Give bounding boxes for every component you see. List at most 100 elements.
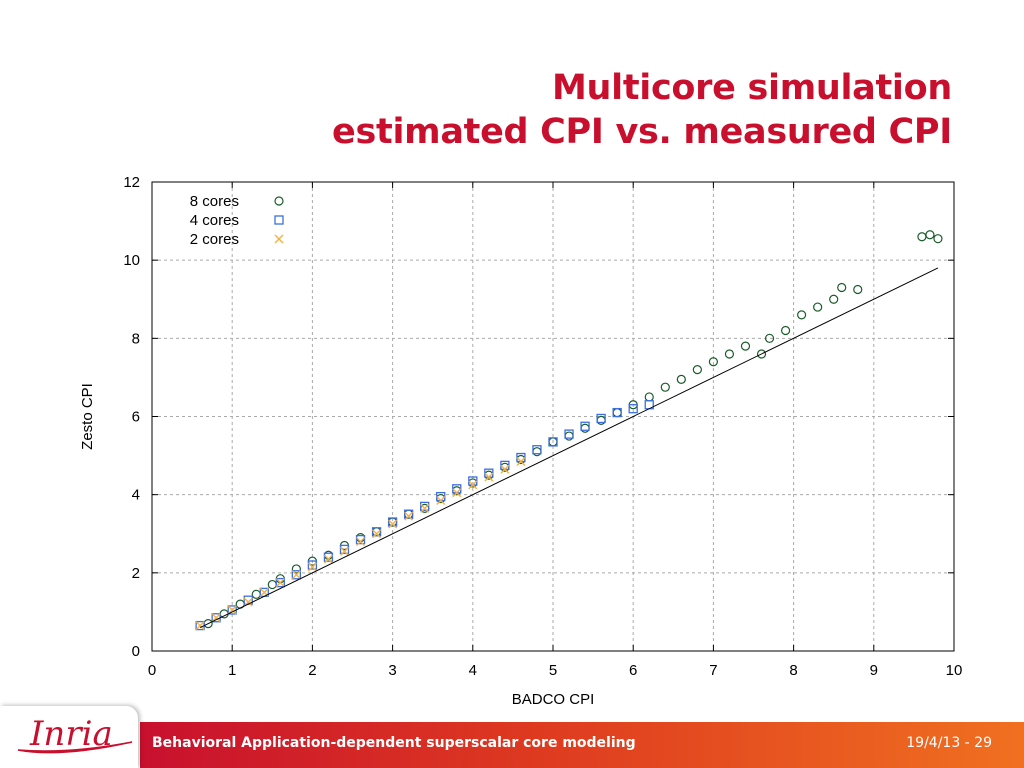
y-tick-label: 4 [132, 487, 140, 504]
fit-line [199, 267, 939, 628]
data-point-square [339, 544, 350, 555]
data-point-circle [355, 533, 366, 543]
title-line-2: estimated CPI vs. measured CPI [332, 112, 952, 152]
data-point-square [291, 570, 302, 580]
data-point-square [548, 437, 558, 447]
data-point-circle [853, 284, 863, 295]
data-point-x [484, 472, 494, 482]
y-tick-label: 8 [132, 330, 140, 347]
data-point-square [275, 577, 285, 588]
data-point-x [307, 562, 317, 572]
legend-label: 4 cores [190, 212, 239, 229]
y-tick-label: 0 [132, 643, 140, 660]
x-tick-label: 5 [549, 662, 557, 679]
data-point-x [420, 503, 430, 513]
data-point-circle [660, 382, 670, 392]
data-point-circle [780, 325, 791, 336]
data-point-circle [740, 341, 751, 351]
data-point-square [403, 509, 414, 519]
x-axis-label: BADCO CPI [512, 691, 595, 708]
data-point-square [371, 527, 382, 537]
data-point-circle [532, 447, 542, 457]
data-point-circle [708, 357, 719, 367]
data-point-x [339, 546, 349, 556]
data-point-square [355, 534, 366, 545]
data-point-x [211, 613, 221, 623]
footer-bar: Behavioral Application-dependent supersc… [140, 722, 1024, 768]
data-point-circle [580, 423, 590, 433]
x-tick-label: 9 [870, 662, 878, 679]
footer: Behavioral Application-dependent supersc… [0, 706, 1024, 768]
x-tick-label: 2 [308, 662, 316, 679]
data-point-square [323, 552, 334, 562]
data-point-square [420, 501, 430, 512]
data-point-x [388, 519, 398, 529]
data-point-x [516, 456, 526, 466]
data-point-circle [764, 333, 775, 343]
x-tick-label: 3 [388, 662, 396, 679]
data-point-circle [925, 230, 935, 240]
y-tick-label: 2 [132, 565, 140, 582]
data-point-circle [267, 579, 277, 590]
data-point-x [404, 511, 414, 521]
slide-title: Multicore simulation estimated CPI vs. m… [332, 66, 952, 154]
x-tick-label: 1 [228, 662, 236, 679]
data-point-x [195, 621, 205, 631]
data-point-square [564, 429, 574, 439]
footer-caption: Behavioral Application-dependent supersc… [152, 735, 636, 751]
x-tick-label: 4 [469, 662, 477, 679]
data-point-square [628, 404, 638, 414]
x-tick-label: 0 [148, 662, 156, 679]
data-point-x [436, 496, 446, 506]
y-axis-label: Zesto CPI [79, 383, 96, 450]
data-point-circle [644, 392, 654, 402]
data-point-x [372, 529, 382, 539]
data-point-circle [676, 374, 686, 384]
y-tick-label: 6 [132, 409, 140, 426]
data-point-circle [323, 550, 334, 560]
data-point-x [468, 480, 478, 490]
data-point-circle [797, 310, 807, 320]
data-point-square [612, 407, 622, 418]
legend-marker-x [274, 234, 284, 244]
legend-marker-square [274, 215, 284, 225]
data-point-x [500, 464, 510, 474]
data-point-x [356, 537, 366, 547]
title-line-1: Multicore simulation [552, 68, 952, 108]
data-point-square [532, 445, 542, 455]
data-point-circle [813, 302, 823, 312]
data-point-circle [251, 589, 261, 599]
y-tick-label: 10 [123, 252, 140, 269]
data-point-x [275, 578, 285, 588]
data-point-x [452, 488, 462, 498]
x-tick-label: 7 [709, 662, 717, 679]
data-point-circle [724, 349, 735, 359]
data-point-circle [829, 294, 839, 304]
data-point-x [227, 605, 237, 615]
logo-swoosh-icon [17, 741, 133, 754]
x-tick-label: 10 [946, 662, 963, 679]
logo-box: Inria [0, 706, 138, 768]
data-point-x [291, 570, 301, 580]
data-point-square [307, 560, 318, 570]
data-point-circle [291, 564, 301, 574]
data-point-circle [692, 365, 702, 375]
data-point-square [580, 421, 590, 431]
data-point-circle [837, 282, 847, 293]
data-point-x [323, 554, 333, 564]
y-tick-label: 12 [123, 174, 140, 191]
footer-date-page: 19/4/13 - 29 [906, 735, 992, 751]
data-point-square [596, 413, 606, 424]
legend-label: 2 cores [190, 231, 239, 248]
x-tick-label: 6 [629, 662, 637, 679]
data-point-x [243, 597, 253, 607]
data-point-circle [596, 415, 606, 426]
data-point-circle [612, 407, 622, 418]
data-point-circle [917, 232, 927, 242]
data-point-circle [564, 431, 574, 441]
data-point-square [387, 517, 398, 527]
data-point-circle [933, 234, 943, 244]
legend-label: 8 cores [190, 193, 239, 210]
data-point-circle [756, 349, 767, 359]
